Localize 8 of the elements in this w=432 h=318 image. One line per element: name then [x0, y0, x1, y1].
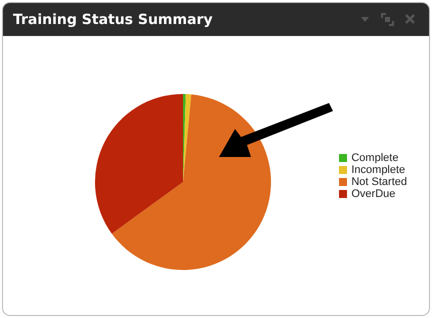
- legend-label: Incomplete: [351, 164, 406, 176]
- pie-slice: [183, 94, 192, 182]
- legend-label: Complete: [351, 152, 398, 164]
- pie-slice: [112, 94, 271, 270]
- legend-label: OverDue: [351, 188, 396, 200]
- legend-label: Not Started: [351, 176, 407, 188]
- pie-slice: [95, 94, 183, 234]
- chart-title: Training Status Summary: [13, 12, 213, 28]
